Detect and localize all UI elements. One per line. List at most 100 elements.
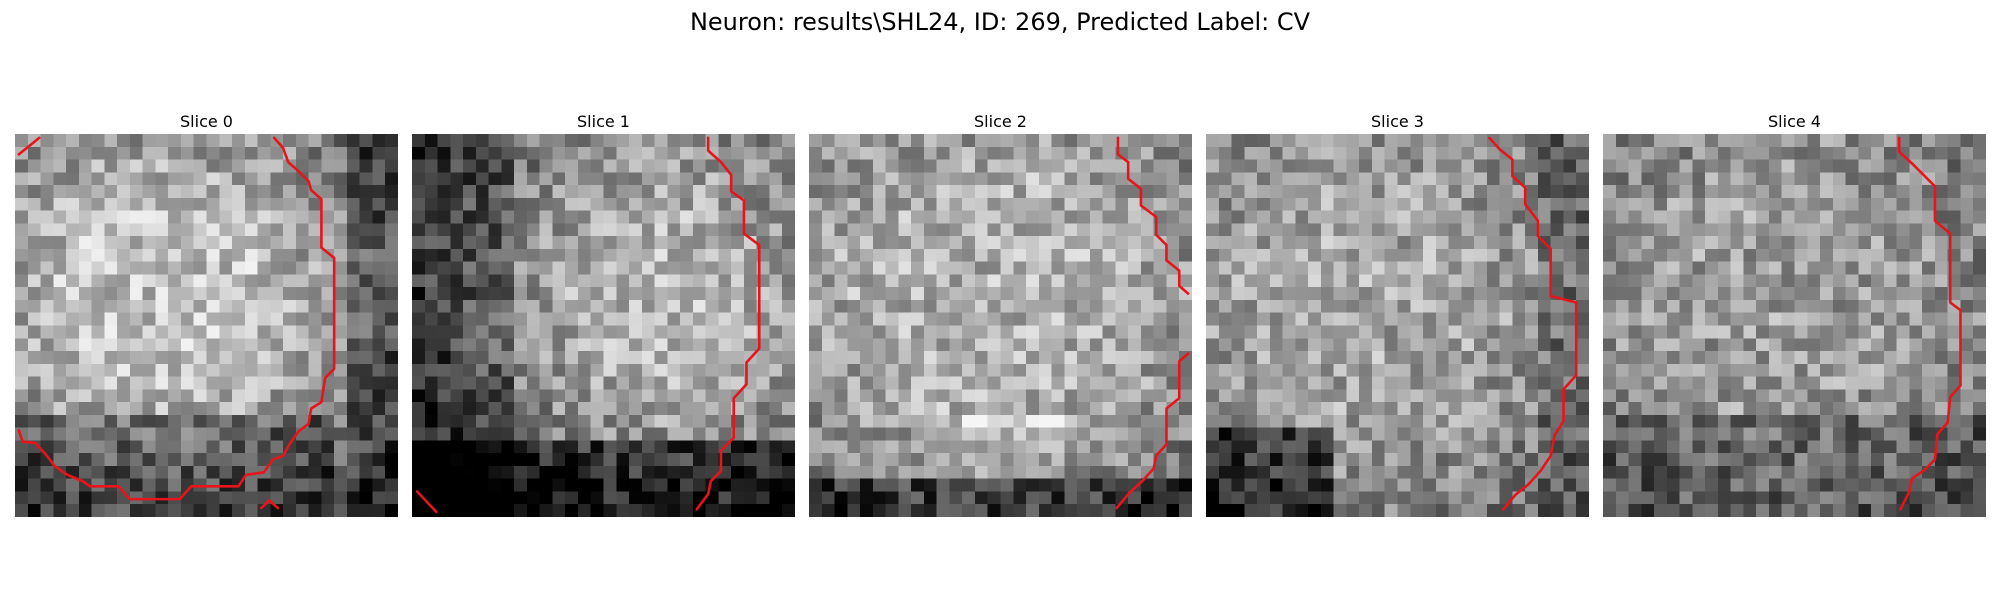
image-pixel bbox=[641, 440, 655, 454]
image-pixel bbox=[1128, 376, 1142, 390]
image-pixel bbox=[1269, 440, 1283, 454]
image-pixel bbox=[1218, 351, 1232, 365]
image-pixel bbox=[129, 172, 143, 186]
image-pixel bbox=[1537, 312, 1551, 326]
image-pixel bbox=[219, 312, 233, 326]
image-pixel bbox=[463, 299, 477, 313]
image-pixel bbox=[847, 146, 861, 160]
image-pixel bbox=[1282, 363, 1296, 377]
image-pixel bbox=[1269, 210, 1283, 224]
image-pixel bbox=[629, 376, 643, 390]
image-pixel bbox=[885, 440, 899, 454]
image-pixel bbox=[641, 312, 655, 326]
image-pixel bbox=[1820, 440, 1834, 454]
image-pixel bbox=[1486, 312, 1500, 326]
image-pixel bbox=[1692, 172, 1706, 186]
image-pixel bbox=[206, 274, 220, 288]
image-pixel bbox=[974, 261, 988, 275]
image-pixel bbox=[104, 363, 118, 377]
image-pixel bbox=[424, 325, 438, 339]
image-pixel bbox=[1705, 248, 1719, 262]
image-pixel bbox=[1166, 478, 1180, 492]
image-pixel bbox=[1257, 223, 1271, 237]
image-pixel bbox=[359, 351, 373, 365]
image-pixel bbox=[667, 185, 681, 199]
image-pixel bbox=[321, 414, 335, 428]
image-pixel bbox=[488, 299, 502, 313]
image-pixel bbox=[66, 223, 80, 237]
image-pixel bbox=[1666, 338, 1680, 352]
image-pixel bbox=[705, 376, 719, 390]
image-pixel bbox=[53, 427, 67, 441]
image-pixel bbox=[860, 478, 874, 492]
image-pixel bbox=[1730, 351, 1744, 365]
image-pixel bbox=[782, 414, 795, 428]
image-pixel bbox=[1666, 134, 1680, 148]
image-pixel bbox=[885, 287, 899, 301]
image-pixel bbox=[385, 491, 398, 505]
image-pixel bbox=[168, 414, 182, 428]
image-pixel bbox=[1064, 491, 1078, 505]
image-pixel bbox=[987, 504, 1001, 517]
image-pixel bbox=[40, 172, 54, 186]
image-pixel bbox=[1794, 236, 1808, 250]
image-pixel bbox=[1474, 172, 1488, 186]
image-pixel bbox=[860, 261, 874, 275]
image-pixel bbox=[1909, 440, 1923, 454]
image-pixel bbox=[359, 248, 373, 262]
image-pixel bbox=[475, 376, 489, 390]
image-pixel bbox=[834, 453, 848, 467]
image-pixel bbox=[1641, 440, 1655, 454]
image-pixel bbox=[872, 312, 886, 326]
image-pixel bbox=[15, 172, 29, 186]
image-pixel bbox=[1832, 453, 1846, 467]
image-pixel bbox=[1102, 414, 1116, 428]
image-pixel bbox=[27, 197, 41, 211]
image-pixel bbox=[898, 389, 912, 403]
image-pixel bbox=[1384, 440, 1398, 454]
image-pixel bbox=[1410, 287, 1424, 301]
image-pixel bbox=[1743, 478, 1757, 492]
image-pixel bbox=[168, 338, 182, 352]
image-pixel bbox=[1883, 223, 1897, 237]
image-pixel bbox=[232, 491, 246, 505]
image-pixel bbox=[1269, 325, 1283, 339]
image-pixel bbox=[834, 248, 848, 262]
image-pixel bbox=[27, 491, 41, 505]
image-pixel bbox=[872, 453, 886, 467]
image-pixel bbox=[1973, 478, 1986, 492]
image-pixel bbox=[1512, 236, 1526, 250]
image-pixel bbox=[219, 210, 233, 224]
image-pixel bbox=[1166, 146, 1180, 160]
image-pixel bbox=[552, 223, 566, 237]
image-pixel bbox=[1512, 414, 1526, 428]
image-pixel bbox=[1820, 312, 1834, 326]
image-pixel bbox=[1845, 274, 1859, 288]
image-pixel bbox=[1615, 299, 1629, 313]
image-pixel bbox=[1603, 376, 1617, 390]
image-pixel bbox=[1359, 478, 1373, 492]
image-pixel bbox=[334, 465, 348, 479]
image-pixel bbox=[1603, 504, 1617, 517]
image-pixel bbox=[1845, 312, 1859, 326]
image-pixel bbox=[15, 210, 29, 224]
image-pixel bbox=[129, 185, 143, 199]
image-pixel bbox=[987, 134, 1001, 148]
image-pixel bbox=[1013, 210, 1027, 224]
image-pixel bbox=[193, 299, 207, 313]
image-pixel bbox=[1525, 261, 1539, 275]
image-pixel bbox=[78, 338, 92, 352]
image-pixel bbox=[1089, 440, 1103, 454]
image-pixel bbox=[372, 478, 386, 492]
image-pixel bbox=[821, 197, 835, 211]
image-pixel bbox=[283, 159, 297, 173]
image-pixel bbox=[1628, 172, 1642, 186]
image-pixel bbox=[1026, 248, 1040, 262]
image-pixel bbox=[1679, 197, 1693, 211]
image-pixel bbox=[257, 363, 271, 377]
image-pixel bbox=[104, 223, 118, 237]
image-pixel bbox=[15, 325, 29, 339]
image-pixel bbox=[1397, 491, 1411, 505]
image-pixel bbox=[53, 248, 67, 262]
image-pixel bbox=[514, 287, 528, 301]
